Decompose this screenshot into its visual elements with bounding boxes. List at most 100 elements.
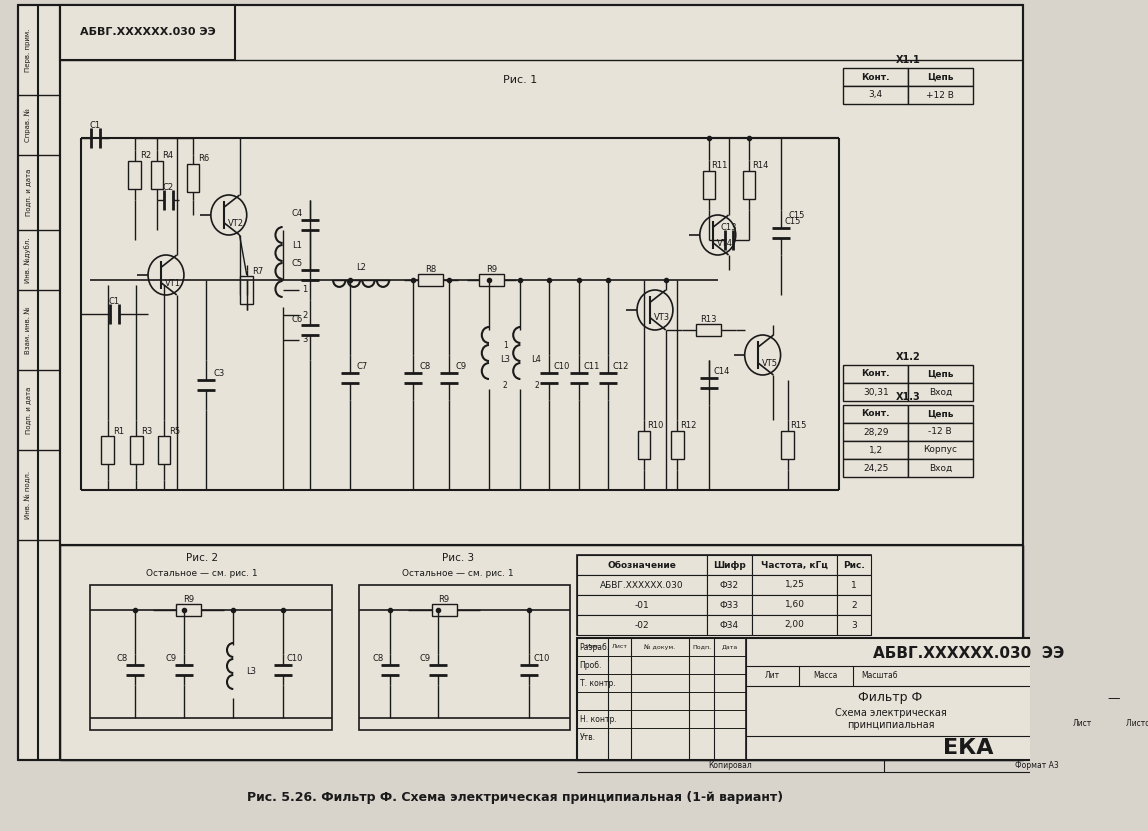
Text: Фильтр Ф: Фильтр Ф — [859, 691, 923, 705]
Text: L3: L3 — [501, 356, 510, 365]
Text: R9: R9 — [486, 265, 497, 274]
Text: R14: R14 — [752, 161, 768, 170]
Bar — [577, 615, 707, 635]
Bar — [844, 459, 908, 477]
Bar — [176, 604, 201, 616]
Text: АБВГ.XXXXXX.030 ЭЭ: АБВГ.XXXXXX.030 ЭЭ — [80, 27, 216, 37]
Bar — [837, 595, 871, 615]
Text: L1: L1 — [292, 240, 302, 249]
Text: 24,25: 24,25 — [863, 464, 889, 473]
Bar — [844, 86, 908, 104]
Text: Проб.: Проб. — [580, 661, 602, 670]
Text: 1,60: 1,60 — [784, 601, 805, 609]
Bar — [432, 604, 457, 616]
Text: Рис. 5.26. Фильтр Ф. Схема электрическая принципиальная (1-й вариант): Рис. 5.26. Фильтр Ф. Схема электрическая… — [247, 791, 783, 804]
Text: 30,31: 30,31 — [863, 387, 889, 396]
Text: C8: C8 — [116, 654, 127, 663]
Text: Вход: Вход — [929, 387, 952, 396]
Text: Листов  1: Листов 1 — [1126, 719, 1148, 727]
Bar — [60, 5, 235, 60]
Bar — [908, 365, 972, 383]
Text: Цепь: Цепь — [928, 370, 954, 378]
Text: 3: 3 — [302, 336, 308, 345]
Text: C5: C5 — [292, 259, 303, 268]
Bar — [240, 276, 253, 304]
Bar — [707, 555, 752, 575]
Bar — [752, 575, 837, 595]
Bar — [707, 615, 752, 635]
Bar — [60, 545, 1023, 760]
Text: АБВГ.XXXXXX.030  ЭЭ: АБВГ.XXXXXX.030 ЭЭ — [872, 646, 1064, 661]
Text: Обозначение: Обозначение — [607, 560, 676, 569]
Text: C9: C9 — [456, 362, 467, 371]
Text: Лит: Лит — [765, 671, 779, 681]
Text: C3: C3 — [214, 370, 225, 378]
Text: X1.2: X1.2 — [897, 352, 921, 362]
Text: R7: R7 — [251, 267, 263, 276]
Text: C9: C9 — [165, 654, 177, 663]
Text: —: — — [1107, 692, 1119, 705]
Bar — [577, 575, 707, 595]
Bar — [359, 585, 569, 730]
Text: 3: 3 — [852, 621, 858, 630]
Text: Изм.: Изм. — [585, 645, 600, 650]
Text: C15: C15 — [789, 210, 805, 219]
Bar — [187, 164, 200, 191]
Text: C7: C7 — [357, 362, 369, 371]
Text: VT2: VT2 — [228, 219, 245, 228]
Bar — [90, 585, 332, 730]
Text: Цепь: Цепь — [928, 410, 954, 419]
Text: Масштаб: Масштаб — [861, 671, 898, 681]
Bar — [743, 171, 755, 199]
Bar — [101, 436, 114, 464]
Text: Ф34: Ф34 — [720, 621, 739, 630]
Text: C14: C14 — [713, 367, 729, 376]
Text: Рис.: Рис. — [844, 560, 866, 569]
Text: ЕКА: ЕКА — [944, 738, 994, 758]
Text: 2: 2 — [534, 381, 538, 390]
Bar — [696, 324, 721, 336]
Text: Конт.: Конт. — [861, 410, 890, 419]
Text: X1.1: X1.1 — [897, 55, 921, 65]
Text: Копировал: Копировал — [708, 761, 752, 770]
Text: VT1: VT1 — [165, 278, 181, 288]
Bar — [844, 383, 908, 401]
Text: -01: -01 — [635, 601, 650, 609]
Bar — [129, 161, 141, 189]
Bar — [844, 365, 908, 383]
Text: R10: R10 — [646, 421, 664, 430]
Text: +12 В: +12 В — [926, 91, 954, 100]
Text: Схема электрическая: Схема электрическая — [835, 708, 946, 718]
Bar — [752, 595, 837, 615]
Text: -12 В: -12 В — [929, 427, 952, 436]
Text: C4: C4 — [292, 209, 303, 219]
Bar — [844, 441, 908, 459]
Text: Дата: Дата — [722, 645, 738, 650]
Text: Частота, кГц: Частота, кГц — [761, 560, 828, 569]
Bar — [752, 555, 837, 575]
Text: Рис. 1: Рис. 1 — [503, 75, 537, 85]
Text: 1: 1 — [503, 341, 507, 350]
Bar — [752, 615, 837, 635]
Bar — [703, 171, 715, 199]
Text: Перв. прим.: Перв. прим. — [25, 28, 31, 71]
Text: Подп. и дата: Подп. и дата — [25, 386, 31, 434]
Text: R12: R12 — [680, 421, 697, 430]
Text: R9: R9 — [439, 596, 450, 604]
Text: Лист: Лист — [612, 645, 628, 650]
Text: C10: C10 — [553, 362, 569, 371]
Text: Шифр: Шифр — [713, 560, 746, 569]
Text: R4: R4 — [162, 151, 173, 160]
Text: Конт.: Конт. — [861, 72, 890, 81]
Text: 3,4: 3,4 — [869, 91, 883, 100]
Text: Масса: Масса — [814, 671, 838, 681]
Bar — [707, 595, 752, 615]
Bar — [908, 423, 972, 441]
Bar — [844, 405, 908, 423]
Text: X1.3: X1.3 — [897, 392, 921, 402]
Text: АБВГ.XXXXXX.030: АБВГ.XXXXXX.030 — [600, 581, 684, 589]
Text: R8: R8 — [425, 265, 436, 274]
Text: Ф32: Ф32 — [720, 581, 739, 589]
Text: -02: -02 — [635, 621, 650, 630]
Text: Остальное — см. рис. 1: Остальное — см. рис. 1 — [402, 568, 513, 578]
